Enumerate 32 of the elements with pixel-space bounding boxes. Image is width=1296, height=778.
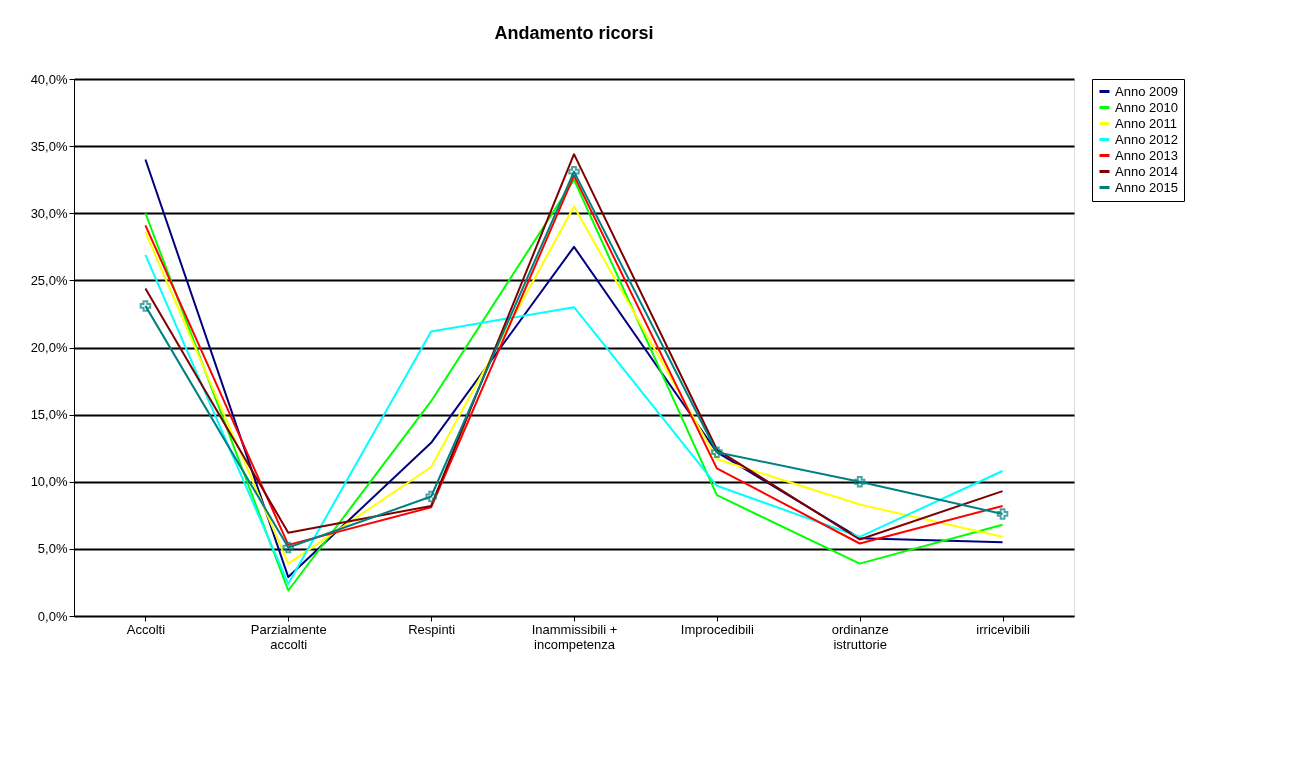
x-tick-label: Respinti (408, 621, 456, 637)
x-tick-label: ordinanze istruttorie (831, 621, 889, 652)
legend-label: Anno 2014 (1115, 163, 1178, 179)
x-tick-label: Improcedibili (680, 621, 754, 637)
legend-label: Anno 2010 (1115, 99, 1178, 115)
point (568, 165, 580, 178)
point (996, 508, 1009, 520)
x-tick-label: Inammissibili + incompetenza (531, 621, 618, 652)
y-tick-label: 35,0% (30, 138, 68, 154)
y-tick-label: 40,0% (30, 71, 68, 87)
point (425, 490, 437, 503)
point (139, 300, 152, 312)
x-tick-label: Parzialmente accolti (250, 621, 327, 652)
legend-label: Anno 2011 (1115, 115, 1177, 131)
x-tick-label: irricevibili (976, 621, 1030, 637)
point (711, 446, 723, 458)
legend-label: Anno 2012 (1115, 131, 1178, 147)
y-tick-label: 15,0% (30, 407, 68, 423)
line-series (144, 253, 1004, 585)
y-tick-label: 0,0% (37, 608, 68, 624)
y-tick-label: 25,0% (30, 272, 68, 288)
chart-title: Andamento ricorsi (494, 23, 654, 43)
y-tick-label: 30,0% (30, 205, 68, 221)
point (853, 476, 866, 488)
y-tick-label: 10,0% (30, 474, 68, 490)
legend-label: Anno 2013 (1115, 147, 1178, 163)
point (282, 541, 295, 554)
x-tick-label: Accolti (126, 621, 166, 637)
y-tick-label: 5,0% (37, 541, 68, 557)
legend-label: Anno 2009 (1115, 83, 1178, 99)
y-tick-label: 20,0% (30, 340, 68, 355)
legend-label: Anno 2015 (1115, 179, 1178, 195)
